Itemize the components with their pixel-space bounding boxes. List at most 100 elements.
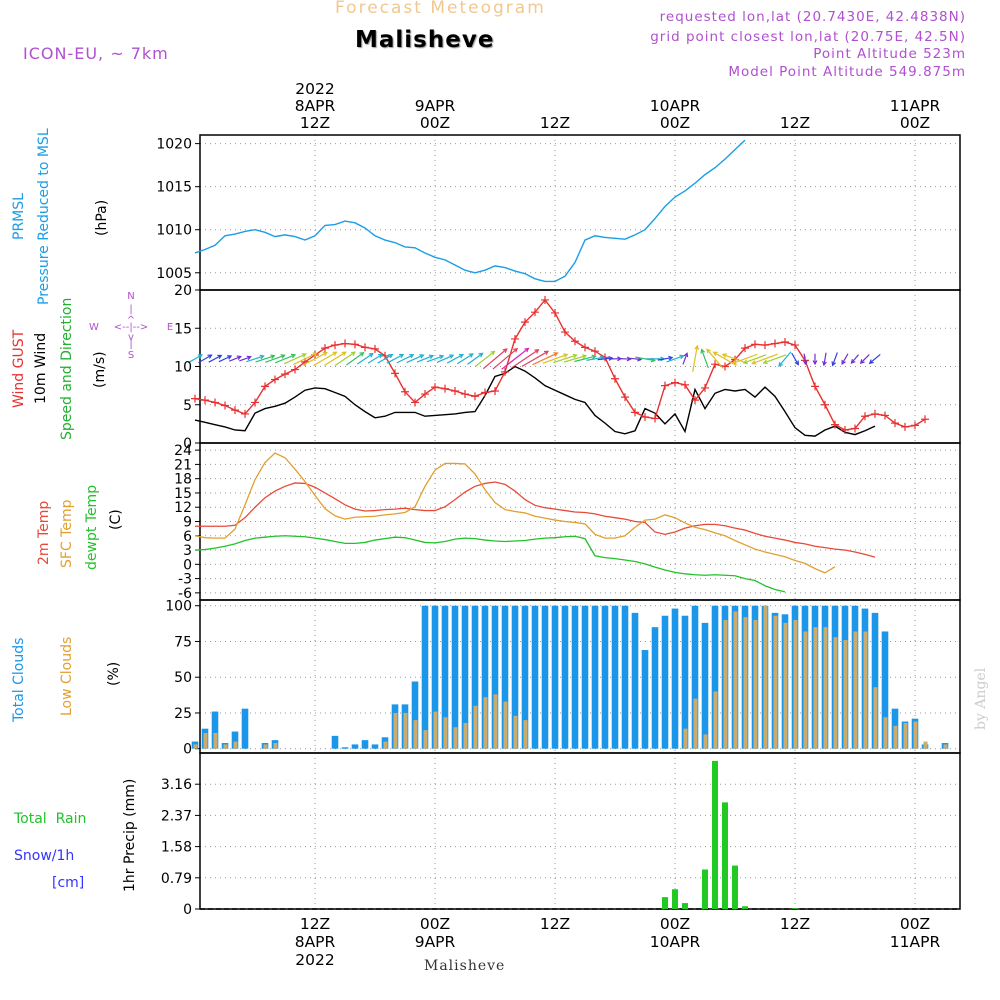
gust-marker [191, 394, 199, 403]
gust-marker [201, 396, 209, 405]
y-tick-label: 50 [174, 670, 192, 686]
page-title: Malisheve [355, 27, 495, 53]
gust-marker [461, 390, 469, 399]
low-cloud-bar [523, 720, 528, 749]
low-cloud-bar [193, 744, 198, 749]
wind-arrow [635, 356, 655, 362]
total-cloud-bar [471, 605, 479, 749]
gust-marker [281, 370, 289, 379]
top-time-label: 12Z [780, 114, 810, 132]
subtitle: Forecast Meteogram [335, 0, 546, 18]
total-cloud-bar [501, 605, 509, 749]
wind-arrow [386, 354, 404, 364]
total-cloud-bar [531, 605, 539, 749]
y-tick-label: 1010 [156, 223, 192, 239]
wind-arrow [324, 351, 346, 367]
wind-arrow [692, 345, 698, 372]
label-layer: 100510101015102005101520-6-3036912151821… [156, 80, 940, 969]
wind-arrow [732, 353, 758, 364]
y-tick-label: 0 [183, 742, 192, 758]
wind-arrow-head [794, 360, 799, 366]
wind-arrow [208, 354, 222, 363]
total-cloud-bar [521, 605, 529, 749]
low-cloud-bar [763, 605, 768, 749]
top-time-label: 2022 [295, 80, 334, 98]
wind-arrow-head [419, 354, 425, 359]
y-tick-label: 21 [174, 457, 192, 473]
total-cloud-bar [351, 744, 359, 749]
low-cloud-bar [873, 687, 878, 749]
low-cloud-bar [743, 617, 748, 749]
wind-arrow [367, 353, 383, 364]
wind-label-10m: 10m Wind [33, 333, 49, 404]
top-time-label: 12Z [300, 114, 330, 132]
y-tick-label: 15 [174, 486, 192, 502]
y-tick-label: 5 [183, 398, 192, 414]
gust-marker [661, 381, 669, 390]
clouds-unit: (%) [106, 662, 122, 686]
low-cloud-bar [833, 637, 838, 749]
rain-bar [672, 889, 678, 909]
total-cloud-bar [451, 605, 459, 749]
wind-arrow [426, 355, 444, 363]
wind-arrow [521, 350, 549, 367]
wind-arrow-head [712, 351, 718, 357]
y-tick-label: 1015 [156, 180, 192, 196]
pressure-label-prmsl: PRMSL [11, 193, 27, 240]
low-cloud-bar [433, 711, 438, 749]
wind-arrow [456, 353, 474, 365]
total-cloud-bar [341, 747, 349, 749]
compass-north: N [127, 291, 134, 302]
wind-arrow [803, 353, 807, 365]
wind-arrow-head [301, 353, 307, 358]
gust-marker [881, 411, 889, 420]
gust-marker [861, 412, 869, 421]
wind-arrow [869, 353, 881, 364]
panel-frame-pressure [199, 134, 961, 291]
wind-arrow [482, 348, 508, 370]
wind-arrow-head [227, 355, 233, 360]
wind-arrow [406, 354, 424, 364]
bottom-time-label: 10APR [650, 933, 701, 951]
total-cloud-bar [241, 708, 249, 749]
wind-arrow-head [731, 359, 737, 365]
temp-unit: (C) [108, 509, 124, 530]
low-cloud-bar [753, 620, 758, 749]
total-cloud-bar [661, 615, 669, 749]
wind-arrow-head [868, 359, 874, 365]
total-cloud-bar [671, 608, 679, 749]
precip-label-rain: Total Rain [13, 811, 86, 827]
temp-label-dewpt: dewpt Temp [84, 485, 100, 570]
total-cloud-bar [461, 605, 469, 749]
gust-marker [631, 408, 639, 417]
rain-bar [702, 869, 708, 909]
wind-arrow [492, 348, 518, 370]
top-time-label: 8APR [295, 97, 336, 115]
wind-arrow [187, 354, 203, 364]
top-time-label: 10APR [650, 97, 701, 115]
wind-arrow [851, 354, 859, 364]
wind-arrow [832, 352, 838, 366]
wind-arrow [229, 355, 241, 362]
pressure-label-msl: Pressure Reduced to MSL [36, 128, 52, 305]
gust-marker [431, 383, 439, 392]
bottom-time-label: 11APR [890, 933, 941, 951]
wind-arrow-head [706, 348, 711, 354]
wind-arrow-head [524, 347, 530, 353]
gust-marker [691, 396, 699, 405]
wind-arrow [274, 354, 296, 364]
low-cloud-bar [823, 627, 828, 749]
wind-arrow-head [563, 353, 569, 358]
wind-arrow-head [513, 347, 519, 353]
total-cloud-bar [511, 605, 519, 749]
gust-marker [671, 378, 679, 387]
gust-marker [541, 295, 549, 304]
total-cloud-bar [361, 740, 369, 749]
rain-bar [792, 908, 798, 909]
wind-arrow [706, 348, 724, 369]
wind-arrow [334, 351, 356, 367]
gust-marker [241, 409, 249, 418]
model-label: ICON-EU, ~ 7km [23, 44, 169, 63]
y-tick-label: 3.16 [161, 777, 192, 793]
low-cloud-bar [483, 697, 488, 749]
